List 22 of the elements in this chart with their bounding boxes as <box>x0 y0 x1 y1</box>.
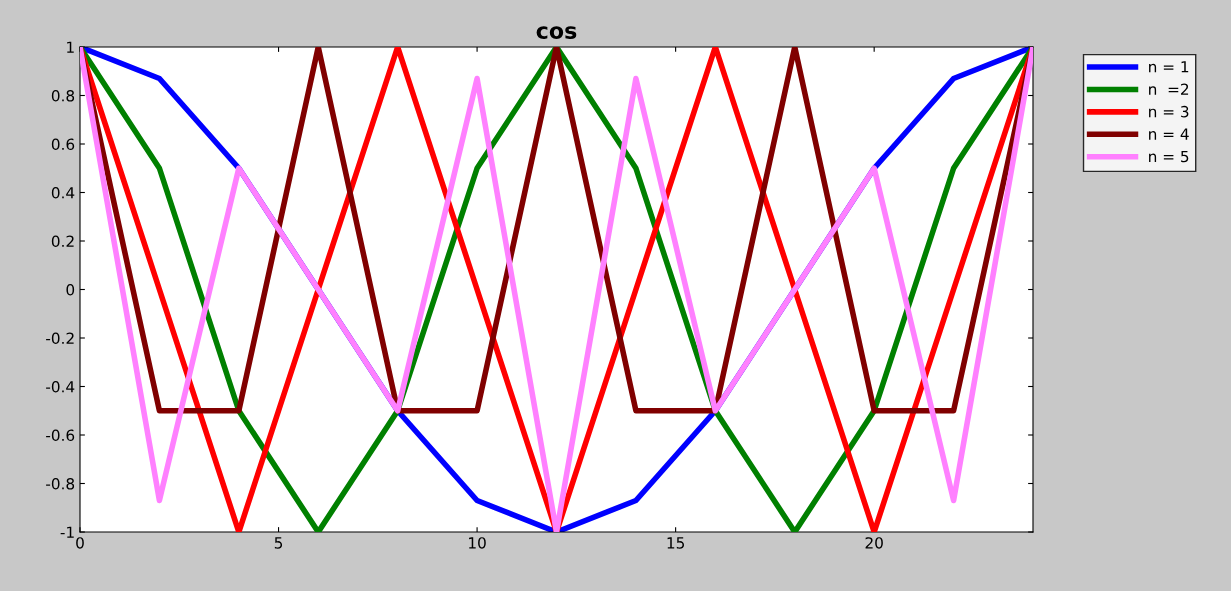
y-tick-label: 0.2 <box>51 235 74 248</box>
y-tick-label: -0.2 <box>46 332 74 345</box>
y-tick-label: 0 <box>66 283 75 296</box>
legend-label: n = 4 <box>1149 128 1189 140</box>
y-tick-label: -0.8 <box>46 477 75 490</box>
x-tick-label: 20 <box>865 537 883 549</box>
y-tick-label: -0.6 <box>46 429 75 442</box>
y-tick-label: 0.6 <box>51 138 75 151</box>
y-tick-label: 1 <box>67 41 74 53</box>
y-tick-label: -1 <box>60 526 74 538</box>
chart-title: cos <box>536 26 577 39</box>
legend-label: n = 5 <box>1149 150 1189 163</box>
legend-label: n = 1 <box>1149 61 1189 73</box>
x-tick-label: 0 <box>76 537 84 549</box>
y-tick-label: -0.4 <box>46 380 75 393</box>
legend-label: n =2 <box>1149 83 1189 95</box>
y-tick-label: 0.8 <box>51 89 75 102</box>
x-tick-label: 5 <box>274 537 283 549</box>
x-tick-label: 15 <box>667 537 685 549</box>
y-tick-label: 0.4 <box>51 186 75 199</box>
legend-label: n = 3 <box>1149 105 1189 118</box>
x-tick-label: 10 <box>469 537 486 549</box>
